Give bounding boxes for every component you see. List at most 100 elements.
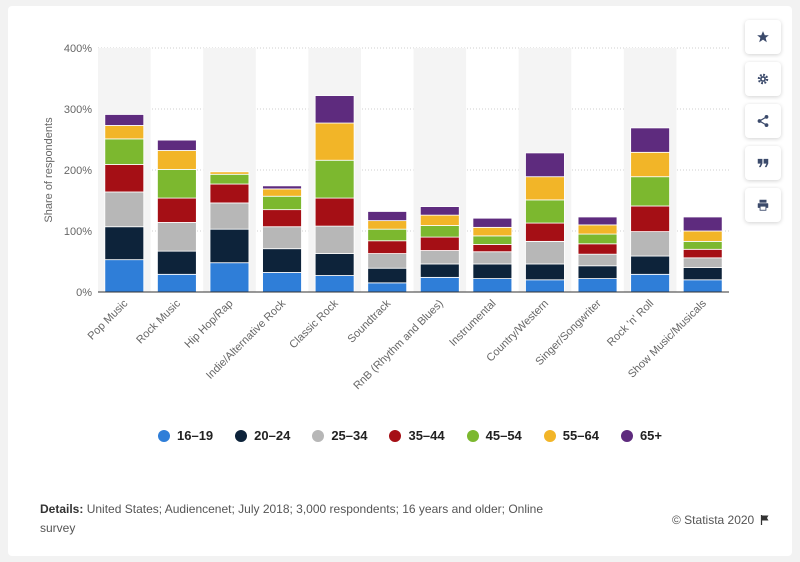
bar-segment[interactable] xyxy=(367,253,408,269)
bar-segment[interactable] xyxy=(104,125,145,140)
bar-segment[interactable] xyxy=(314,159,355,199)
bar-segment[interactable] xyxy=(525,176,565,201)
bar-segment[interactable] xyxy=(314,95,355,124)
bar-segment[interactable] xyxy=(262,248,302,273)
bar-segment[interactable] xyxy=(577,278,618,293)
bar-segment[interactable] xyxy=(157,139,197,151)
bar-segment[interactable] xyxy=(630,151,670,178)
bar-segment[interactable] xyxy=(577,233,618,245)
bar-segment[interactable] xyxy=(157,197,197,223)
legend-item[interactable]: 35–44 xyxy=(389,428,445,443)
bar-segment[interactable] xyxy=(104,164,145,193)
legend-marker xyxy=(466,429,479,442)
bar-segment[interactable] xyxy=(630,205,670,233)
legend-item[interactable]: 20–24 xyxy=(235,428,290,443)
settings-button[interactable] xyxy=(745,62,781,96)
bar-segment[interactable] xyxy=(104,114,145,126)
legend-item[interactable]: 65+ xyxy=(620,428,662,443)
legend-item[interactable]: 25–34 xyxy=(312,428,367,443)
bar-segment[interactable] xyxy=(525,240,565,265)
bar-segment[interactable] xyxy=(525,263,565,281)
bar-segment[interactable] xyxy=(682,257,723,268)
favorite-button[interactable] xyxy=(745,20,781,54)
bar-segment[interactable] xyxy=(104,226,145,261)
bar-segment[interactable] xyxy=(104,138,145,165)
bar-segment[interactable] xyxy=(682,279,723,293)
bar-segment[interactable] xyxy=(157,168,197,199)
bar-segment[interactable] xyxy=(367,220,408,230)
bar-segment[interactable] xyxy=(157,273,197,293)
bar-segment[interactable] xyxy=(577,253,618,267)
bar-segment[interactable] xyxy=(314,197,355,227)
bar-segment[interactable] xyxy=(472,251,513,265)
legend-item[interactable]: 45–54 xyxy=(466,428,522,443)
bar-segment[interactable] xyxy=(630,127,670,153)
bar-segment[interactable] xyxy=(262,226,302,250)
cite-button[interactable] xyxy=(745,146,781,180)
bar-segment[interactable] xyxy=(419,276,460,293)
bar-segment[interactable] xyxy=(157,150,197,170)
bar-segment[interactable] xyxy=(209,262,250,293)
bar-segment[interactable] xyxy=(472,244,513,253)
bar-segment[interactable] xyxy=(630,273,670,293)
bar-segment[interactable] xyxy=(262,209,302,228)
bar-segment[interactable] xyxy=(525,222,565,242)
bar-segment[interactable] xyxy=(367,267,408,284)
bar-segment[interactable] xyxy=(577,265,618,279)
bar-segment[interactable] xyxy=(472,226,513,237)
x-tick-label: Hip Hop/Rap xyxy=(183,298,236,351)
bar-segment[interactable] xyxy=(630,176,670,207)
bar-segment[interactable] xyxy=(262,195,302,211)
bar-segment[interactable] xyxy=(682,216,723,232)
bar-segment[interactable] xyxy=(682,230,723,242)
bar-segment[interactable] xyxy=(209,173,250,185)
share-button[interactable] xyxy=(745,104,781,138)
bar-segment[interactable] xyxy=(525,152,565,178)
statista-credit[interactable]: © Statista 2020 xyxy=(672,513,771,527)
bar-segment[interactable] xyxy=(682,267,723,281)
bar-segment[interactable] xyxy=(314,122,355,161)
bar-segment[interactable] xyxy=(367,228,408,242)
bar-segment[interactable] xyxy=(577,224,618,235)
bar-segment[interactable] xyxy=(262,272,302,293)
bar-segment[interactable] xyxy=(104,259,145,293)
bar-segment[interactable] xyxy=(104,191,145,228)
bar-segment[interactable] xyxy=(262,188,302,197)
legend-label: 65+ xyxy=(639,428,662,443)
bar-segment[interactable] xyxy=(314,253,355,276)
bar-segment[interactable] xyxy=(525,279,565,293)
bar-segment[interactable] xyxy=(314,225,355,254)
bar-segment[interactable] xyxy=(630,231,670,257)
bar-segment[interactable] xyxy=(157,222,197,252)
legend-item[interactable]: 16–19 xyxy=(158,428,213,443)
bar-segment[interactable] xyxy=(682,240,723,250)
bar-segment[interactable] xyxy=(367,240,408,254)
bar-segment[interactable] xyxy=(209,228,250,264)
bar-segment[interactable] xyxy=(209,183,250,204)
bar-segment[interactable] xyxy=(682,248,723,259)
bar-segment[interactable] xyxy=(472,217,513,228)
bar-segment[interactable] xyxy=(419,206,460,216)
bar-segment[interactable] xyxy=(419,250,460,265)
bar-segment[interactable] xyxy=(472,278,513,293)
bar-segment[interactable] xyxy=(419,225,460,238)
bar-segment[interactable] xyxy=(262,185,302,190)
print-button[interactable] xyxy=(745,188,781,222)
legend-item[interactable]: 55–64 xyxy=(543,428,599,443)
bar-segment[interactable] xyxy=(419,214,460,226)
bar-segment[interactable] xyxy=(419,236,460,251)
bar-segment[interactable] xyxy=(630,255,670,275)
bar-segment[interactable] xyxy=(209,202,250,230)
bar-segment[interactable] xyxy=(157,250,197,275)
bar-segment[interactable] xyxy=(577,243,618,255)
bar-segment[interactable] xyxy=(367,282,408,293)
bar-segment[interactable] xyxy=(209,171,250,175)
x-tick-label: Soundtrack xyxy=(345,297,393,345)
bar-segment[interactable] xyxy=(419,263,460,278)
bar-segment[interactable] xyxy=(577,216,618,226)
bar-segment[interactable] xyxy=(314,275,355,293)
bar-segment[interactable] xyxy=(525,199,565,224)
bar-segment[interactable] xyxy=(472,263,513,279)
bar-segment[interactable] xyxy=(367,211,408,222)
bar-segment[interactable] xyxy=(472,235,513,245)
